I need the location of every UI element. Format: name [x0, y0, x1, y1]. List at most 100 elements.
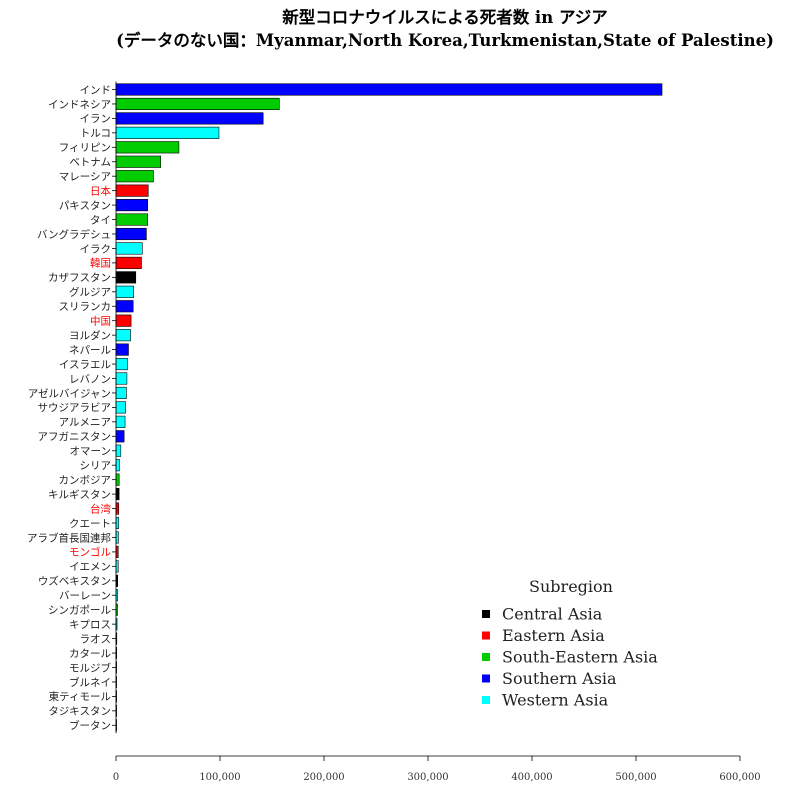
bar [115, 329, 131, 342]
bar [115, 473, 120, 486]
legend-label: Western Asia [502, 691, 609, 710]
bar [115, 271, 137, 284]
y-tick-label: カザフスタン [48, 272, 111, 284]
bar [115, 213, 149, 226]
x-tick-label: 200,000 [303, 772, 344, 783]
y-tick-label: レバノン [69, 373, 111, 385]
y-tick-label: イラク [80, 243, 112, 255]
x-tick-label: 500,000 [615, 772, 656, 783]
legend-label: Southern Asia [502, 669, 617, 688]
bar [115, 83, 663, 96]
bar [115, 430, 125, 443]
y-tick-label: ネパール [69, 344, 111, 356]
bar [115, 415, 126, 428]
x-axis: 0 100,000 200,000 300,000 400,000 500,000 600,… [113, 755, 761, 783]
y-tick-label: イスラエル [59, 359, 111, 371]
legend-label: Eastern Asia [502, 626, 605, 645]
bar [115, 256, 142, 269]
y-tick-label: シンガポール [48, 605, 111, 617]
bar [115, 401, 126, 414]
y-tick-label: パキスタン [59, 200, 111, 212]
y-tick-label: ブルネイ [69, 676, 111, 689]
y-tick-label: イラン [80, 113, 112, 125]
y-tick-label: ブータン [69, 719, 111, 732]
x-tick-label: 0 [113, 772, 119, 783]
legend-label: Central Asia [502, 605, 603, 624]
bar [115, 141, 180, 154]
bar [115, 170, 154, 183]
legend-title: Subregion [529, 577, 613, 596]
bar [115, 227, 147, 241]
y-tick-label: タイ [90, 214, 111, 226]
x-tick-label: 400,000 [511, 772, 552, 783]
bar [115, 184, 149, 197]
legend-swatch [482, 674, 490, 683]
bar [115, 242, 143, 255]
y-tick-label: マレーシア [59, 171, 111, 183]
y-tick-label: アフガニスタン [38, 431, 112, 443]
y-tick-label: バングラデシュ [37, 228, 111, 241]
y-tick-label: ウズベキスタン [38, 575, 111, 588]
bar [115, 112, 264, 125]
bar [115, 459, 120, 472]
y-tick-label: 日本 [90, 184, 111, 197]
y-tick-label: トルコ [80, 128, 111, 140]
bars-group [115, 83, 663, 732]
bar [115, 285, 134, 298]
y-axis: インドインドネシアイラントルコフィリピンベトナムマレーシア日本パキスタンタイバン… [27, 81, 117, 734]
y-tick-label: ヨルダン [69, 329, 111, 342]
y-tick-label: シリア [80, 460, 112, 472]
legend-label: South-Eastern Asia [502, 648, 658, 667]
bar [115, 314, 132, 327]
y-tick-label: オマーン [70, 446, 111, 458]
bar [115, 97, 280, 110]
y-tick-label: アルメニア [59, 417, 111, 429]
y-tick-label: キプロス [69, 619, 111, 631]
y-tick-label: 中国 [90, 315, 111, 328]
y-tick-label: モルジブ [69, 661, 111, 674]
chart-title-line2: (データのない国：Myanmar,North Korea,Turkmenista… [116, 31, 774, 50]
chart-title-line1: 新型コロナウイルスによる死者数 in アジア [282, 8, 608, 27]
y-tick-label: モンゴル [69, 546, 111, 559]
y-tick-label: スリランカ [59, 301, 112, 313]
bar [115, 343, 129, 356]
bar [115, 199, 149, 212]
y-tick-label: フィリピン [59, 142, 111, 154]
x-tick-label: 300,000 [407, 772, 448, 783]
bar [115, 488, 120, 501]
chart-title: 新型コロナウイルスによる死者数 in アジア (データのない国：Myanmar,… [0, 6, 800, 52]
legend: Subregion Central Asia Eastern Asia South-E… [482, 577, 658, 710]
y-tick-label: クエート [69, 518, 111, 530]
bar [115, 155, 162, 168]
y-tick-label: イエメン [69, 561, 111, 573]
x-tick-label: 600,000 [719, 772, 760, 783]
bar [115, 372, 128, 385]
y-tick-label: カタール [69, 648, 111, 660]
y-tick-label: タジキスタン [48, 706, 111, 718]
y-tick-label: カンボジア [59, 474, 112, 486]
bar [115, 502, 120, 515]
legend-swatch [482, 610, 490, 618]
bar [115, 300, 134, 313]
y-tick-label: バーレーン [59, 590, 111, 602]
y-tick-label: キルギスタン [48, 489, 111, 501]
y-tick-label: サウジアラビア [38, 402, 112, 414]
y-tick-label: アゼルバイジャン [28, 388, 111, 400]
legend-swatch [482, 653, 490, 661]
y-tick-label: インド [80, 84, 112, 96]
bar [115, 386, 127, 400]
bar [115, 357, 128, 371]
bar [115, 444, 122, 457]
legend-swatch [482, 631, 490, 640]
y-tick-label: 台湾 [90, 502, 111, 515]
y-tick-label: インドネシア [48, 99, 111, 111]
y-tick-label: 東ティモール [49, 690, 111, 703]
y-tick-label: ラオス [80, 633, 112, 645]
x-tick-label: 100,000 [199, 772, 240, 783]
bar [115, 126, 220, 139]
legend-swatch [482, 696, 490, 704]
y-tick-label: 韓国 [90, 258, 111, 270]
y-tick-label: ベトナム [69, 157, 111, 169]
y-tick-label: アラブ首長国連邦 [27, 531, 111, 544]
